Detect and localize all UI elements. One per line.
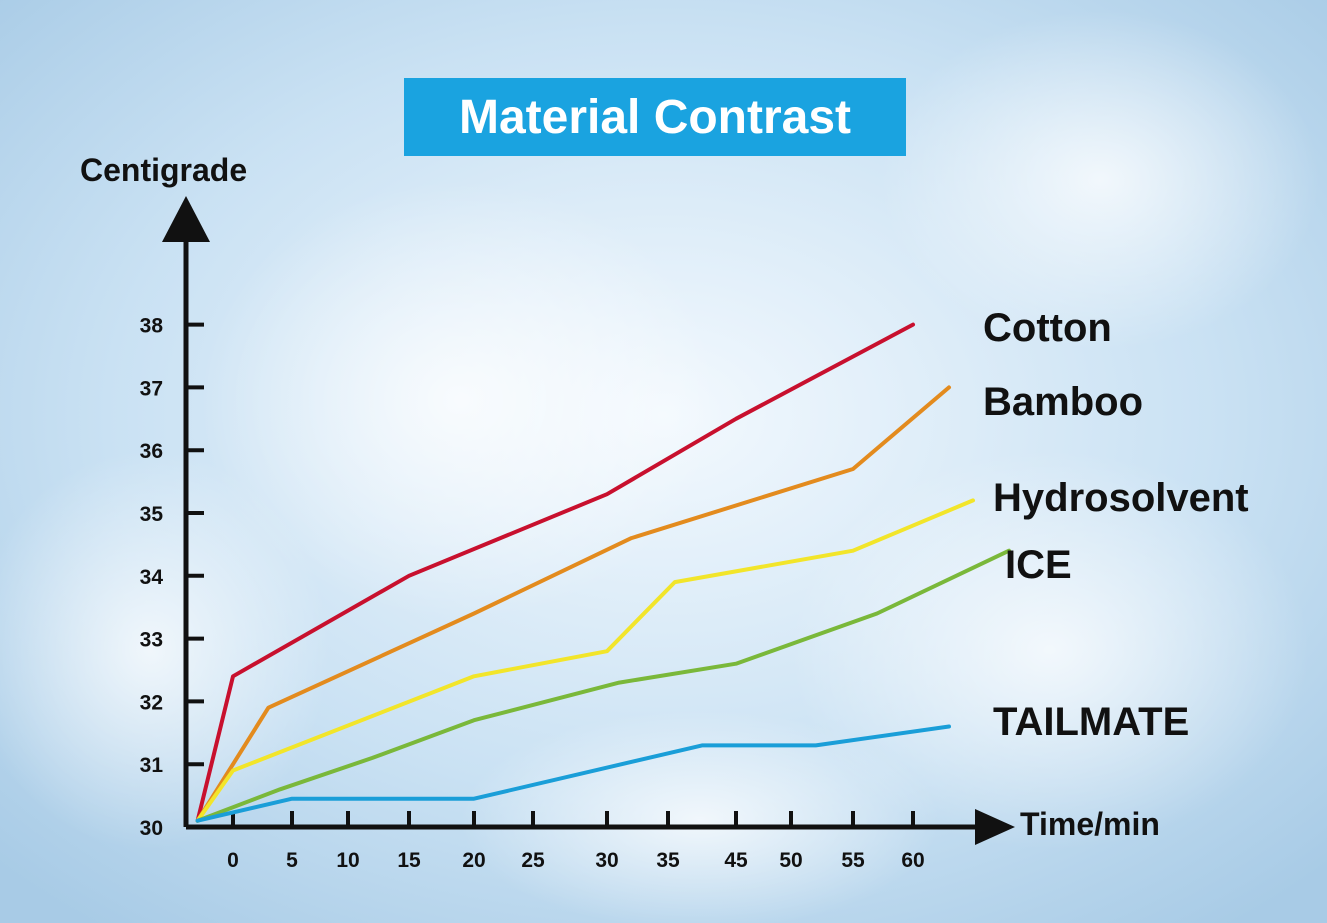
y-tick-label: 30 (140, 817, 163, 840)
x-axis-label: Time/min (1020, 806, 1160, 842)
y-tick-label: 34 (140, 566, 164, 589)
x-tick-label: 5 (286, 849, 298, 872)
y-tick-label: 36 (140, 440, 163, 463)
legend-cotton: Cotton (983, 306, 1112, 350)
x-axis-ticks: 0 5 10 15 20 25 30 35 45 50 55 60 (227, 811, 925, 872)
x-tick-label: 25 (521, 849, 545, 872)
series-line-cotton (195, 322, 915, 823)
legend-hydrosolvent: Hydrosolvent (993, 476, 1249, 520)
x-tick-label: 10 (336, 849, 359, 872)
x-tick-label: 30 (595, 849, 618, 872)
series-line-tailmate (195, 724, 951, 823)
y-tick-label: 38 (140, 315, 164, 338)
y-tick-label: 35 (140, 503, 164, 526)
series-line-hydrosolvent (195, 498, 975, 823)
y-tick-label: 32 (140, 691, 163, 714)
y-axis-arrow-icon (162, 196, 210, 242)
x-tick-label: 55 (841, 849, 865, 872)
x-tick-label: 35 (656, 849, 680, 872)
x-tick-label: 15 (397, 849, 421, 872)
legend-ice: ICE (1005, 543, 1072, 587)
series-line-bamboo (195, 385, 951, 823)
series-lines (195, 322, 1011, 823)
chart-title: Material Contrast (458, 90, 852, 144)
series-line-ice (195, 548, 1011, 823)
y-tick-label: 37 (140, 377, 163, 400)
x-tick-label: 60 (901, 849, 924, 872)
y-tick-label: 33 (140, 629, 163, 652)
legend-tailmate: TAILMATE (993, 700, 1190, 744)
y-axis-ticks: 30 31 32 33 34 35 36 37 38 (140, 315, 204, 840)
x-axis-arrow-icon (975, 809, 1015, 845)
x-tick-label: 50 (779, 849, 802, 872)
y-tick-label: 31 (140, 754, 164, 777)
x-tick-label: 20 (462, 849, 485, 872)
x-tick-label: 0 (227, 849, 239, 872)
y-axis-label: Centigrade (80, 152, 248, 188)
legend-bamboo: Bamboo (983, 380, 1143, 424)
x-tick-label: 45 (724, 849, 748, 872)
title-banner: Material Contrast (404, 78, 906, 156)
